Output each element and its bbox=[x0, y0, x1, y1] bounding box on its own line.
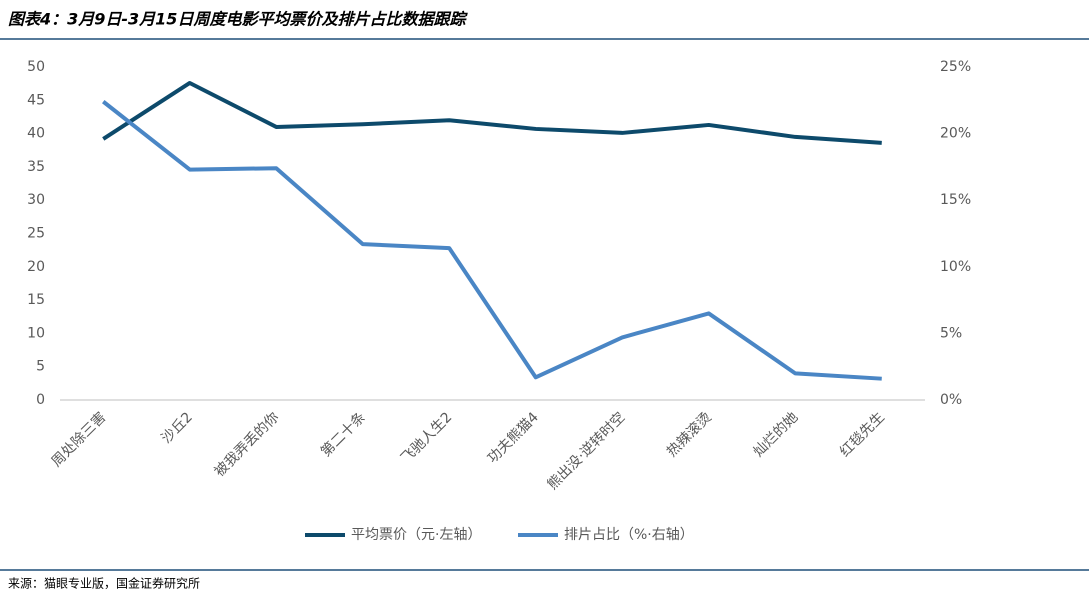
y-tick-label: 25 bbox=[27, 226, 45, 242]
y2-tick-label: 10% bbox=[940, 259, 971, 275]
y-tick-label: 45 bbox=[27, 92, 45, 108]
y-tick-label: 20 bbox=[27, 259, 45, 275]
x-tick-label: 周处除三害 bbox=[49, 409, 110, 470]
x-tick-label: 功夫熊猫4 bbox=[485, 409, 542, 466]
y-tick-label: 30 bbox=[27, 192, 45, 208]
series-line bbox=[102, 100, 882, 381]
chart-title: 图表4：3月9日-3月15日周度电影平均票价及排片占比数据跟踪 bbox=[8, 10, 468, 29]
x-tick-label: 红毯先生 bbox=[837, 409, 888, 460]
y2-tick-label: 0% bbox=[940, 392, 962, 408]
y2-tick-label: 25% bbox=[940, 59, 971, 75]
y2-tick-label: 20% bbox=[940, 126, 971, 142]
legend-label: 平均票价（元·左轴） bbox=[351, 527, 481, 543]
y-tick-label: 35 bbox=[27, 159, 45, 175]
x-tick-label: 灿烂的她 bbox=[750, 409, 801, 460]
y-tick-label: 10 bbox=[27, 325, 45, 341]
source: 来源：猫眼专业版，国金证券研究所 bbox=[8, 576, 200, 591]
y2-tick-label: 15% bbox=[940, 192, 971, 208]
series-line bbox=[102, 80, 882, 145]
x-tick-label: 沙丘2 bbox=[158, 409, 195, 446]
y-tick-label: 15 bbox=[27, 292, 45, 308]
y2-tick-label: 5% bbox=[940, 325, 962, 341]
x-tick-label: 热辣滚烫 bbox=[663, 409, 715, 461]
y-tick-label: 40 bbox=[27, 126, 45, 142]
y-tick-label: 0 bbox=[36, 392, 45, 408]
y-tick-label: 5 bbox=[36, 359, 45, 375]
y-tick-label: 50 bbox=[27, 59, 45, 75]
x-tick-label: 飞驰人生2 bbox=[398, 409, 455, 466]
x-tick-label: 熊出没·逆转时空 bbox=[545, 409, 629, 493]
x-tick-label: 第二十条 bbox=[317, 409, 369, 461]
x-tick-label: 被我弄丢的你 bbox=[212, 409, 283, 480]
legend-label: 排片占比（%·右轴） bbox=[564, 527, 694, 543]
